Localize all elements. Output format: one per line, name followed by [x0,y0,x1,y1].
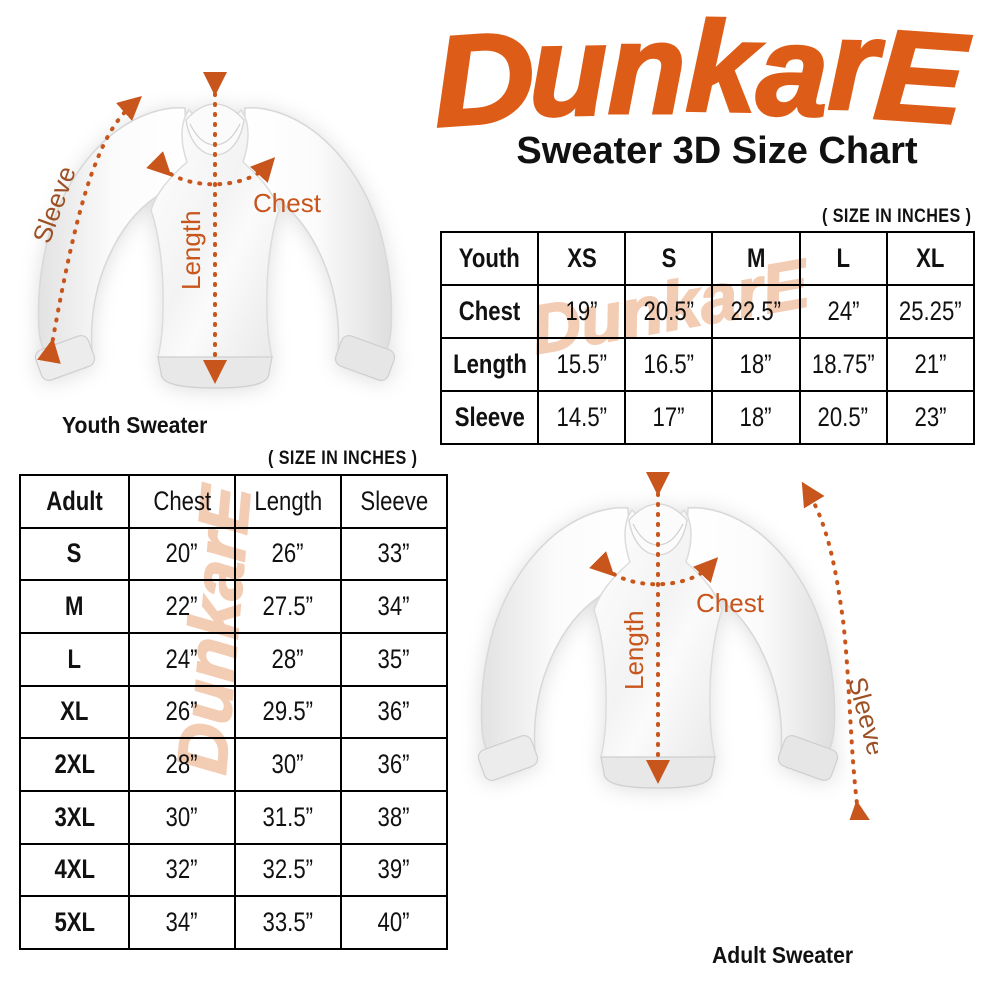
svg-text:Sleeve: Sleeve [842,674,878,759]
svg-text:Chest: Chest [696,588,765,618]
svg-text:Length: Length [619,610,649,690]
svg-text:Sleeve: Sleeve [26,162,81,247]
svg-text:Length: Length [176,210,206,290]
svg-text:Chest: Chest [253,188,322,218]
